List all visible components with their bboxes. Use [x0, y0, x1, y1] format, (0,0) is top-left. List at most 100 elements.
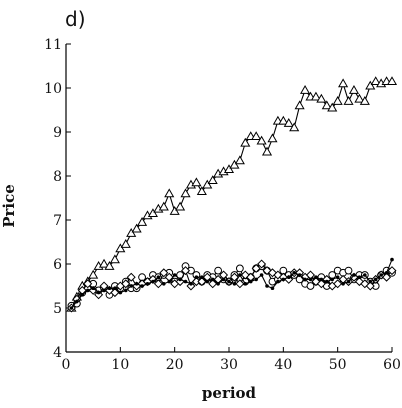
dot-marker — [270, 286, 275, 291]
dot-marker — [102, 288, 106, 293]
diamond-marker — [387, 266, 397, 276]
dot-marker — [75, 299, 79, 304]
x-tick-label: 60 — [383, 357, 401, 373]
diamond-marker — [262, 266, 272, 276]
diamond-marker — [235, 279, 245, 289]
diamond-marker — [365, 281, 375, 291]
dot-marker — [238, 273, 242, 277]
dot-marker — [162, 282, 166, 286]
dot-marker — [118, 290, 123, 295]
dot-marker — [303, 277, 307, 282]
dot-marker — [341, 282, 345, 286]
dot-marker — [254, 277, 258, 282]
dot-marker — [243, 282, 248, 286]
triangle-marker — [234, 155, 245, 165]
dot-marker — [113, 286, 117, 291]
dot-marker — [346, 279, 351, 284]
triangle-marker — [261, 146, 273, 156]
triangle-marker — [310, 91, 321, 101]
diamond-marker — [333, 279, 343, 289]
dot-marker — [232, 282, 237, 286]
diamond-marker — [382, 272, 392, 282]
x-tick-label: 50 — [329, 357, 347, 373]
diamond-marker — [126, 272, 136, 282]
triangle-marker — [267, 133, 278, 143]
dot-marker — [151, 279, 155, 284]
dot-marker — [259, 273, 264, 277]
dot-marker — [172, 273, 177, 277]
dot-marker — [145, 282, 150, 286]
diamond-marker — [257, 259, 267, 269]
x-tick-label: 20 — [166, 357, 184, 373]
triangle-marker — [137, 216, 148, 226]
triangle-marker — [251, 131, 262, 141]
triangle-marker — [240, 137, 251, 147]
triangle-marker — [256, 135, 267, 145]
triangle-marker — [223, 164, 235, 174]
triangle-marker — [386, 76, 398, 86]
triangle-marker — [370, 76, 381, 86]
dot-marker — [265, 284, 269, 288]
triangle-marker — [120, 238, 131, 248]
dot-marker — [363, 273, 367, 277]
dot-marker — [91, 286, 95, 291]
diamond-marker — [159, 268, 169, 278]
triangle-marker — [196, 186, 207, 196]
diamond-marker — [251, 263, 261, 273]
dot-marker — [123, 288, 128, 293]
panel-label: d) — [65, 7, 86, 31]
diamond-marker — [153, 279, 163, 289]
diamond-marker — [316, 279, 326, 289]
diamond-marker — [83, 279, 93, 289]
x-tick-label: 40 — [274, 357, 292, 373]
diamond-marker — [197, 277, 207, 287]
dot-marker — [319, 277, 324, 282]
diamond-marker — [360, 279, 370, 289]
dot-marker — [69, 306, 74, 310]
dot-marker — [156, 275, 161, 280]
triangle-marker — [321, 100, 332, 110]
dot-marker — [384, 271, 389, 275]
dot-marker — [276, 279, 280, 284]
dot-marker — [140, 284, 144, 288]
dot-marker — [227, 279, 231, 284]
triangle-marker — [164, 188, 175, 198]
dot-marker — [308, 277, 313, 282]
x-tick-label: 10 — [111, 357, 129, 373]
dot-marker — [80, 293, 85, 297]
y-tick-label: 7 — [53, 213, 62, 229]
diamond-marker — [311, 277, 321, 287]
dot-marker — [205, 279, 210, 284]
triangle-marker — [109, 254, 120, 264]
diamond-marker — [94, 290, 104, 300]
circle-marker — [214, 266, 223, 275]
dot-marker — [107, 286, 112, 291]
dot-marker — [335, 275, 340, 280]
dot-marker — [129, 284, 133, 288]
dot-marker — [390, 257, 394, 262]
y-tick-label: 8 — [53, 169, 62, 185]
triangle-marker — [175, 201, 186, 211]
triangle-marker — [283, 117, 294, 127]
dot-marker — [189, 282, 193, 286]
triangle-marker — [202, 179, 213, 189]
triangle-marker — [300, 84, 311, 94]
y-tick-label: 10 — [44, 81, 62, 97]
dot-marker — [216, 282, 220, 286]
triangle-marker — [316, 93, 327, 103]
dot-marker — [248, 279, 253, 284]
x-tick-label: 0 — [62, 357, 71, 373]
dot-marker — [194, 275, 199, 280]
plot-area: 4 5 6 7 8 9 10 11 0 10 20 30 40 50 60 — [44, 37, 401, 373]
triangle-marker — [115, 243, 126, 253]
diamond-marker — [186, 281, 196, 291]
diamond-marker — [229, 272, 239, 282]
dot-marker — [200, 275, 204, 280]
circle-marker — [235, 264, 244, 273]
dot-marker — [352, 273, 356, 277]
triangle-marker — [131, 223, 142, 233]
triangle-marker — [327, 102, 338, 112]
circle-marker — [306, 282, 315, 290]
